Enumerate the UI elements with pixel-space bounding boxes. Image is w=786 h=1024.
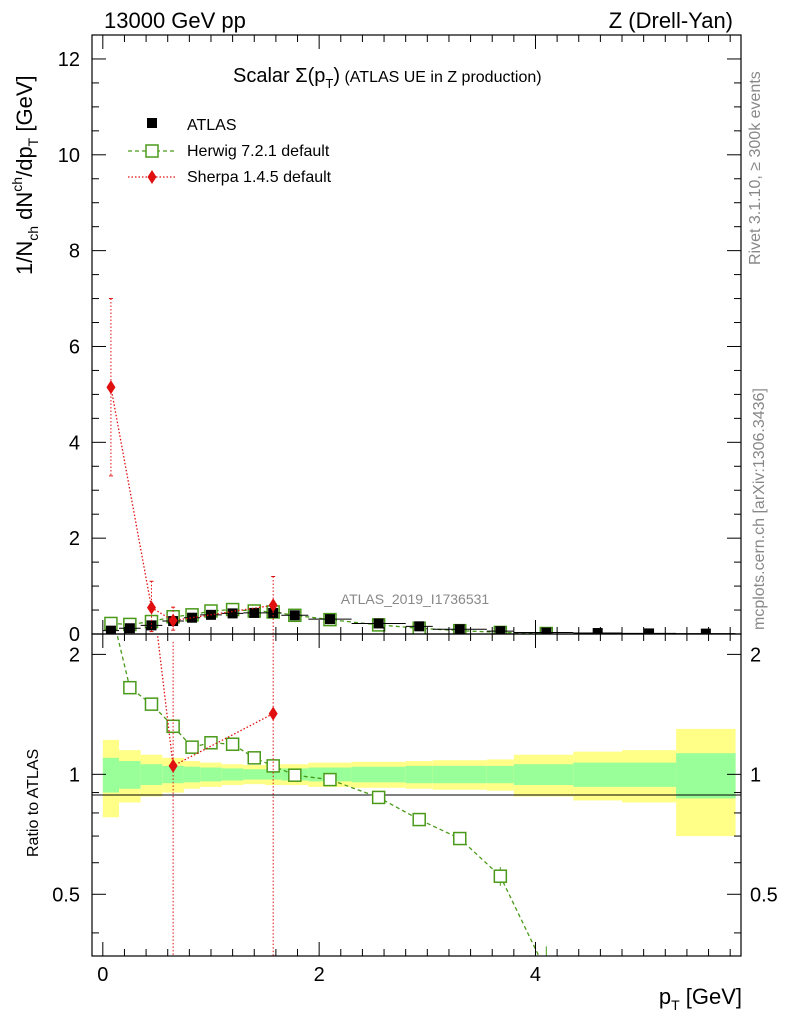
herwig-ratio-point-11: [371, 790, 386, 805]
main-ytick-label-10: 10: [58, 145, 80, 167]
herwig-ratio-point-0: [105, 603, 117, 615]
sherpa-ratio-point-0: [106, 191, 115, 205]
band-green-11: [351, 766, 406, 783]
herwig-ratio-point-5: [204, 736, 218, 750]
atlas-point-17: [644, 628, 655, 634]
legend-label-atlas: ATLAS: [187, 117, 237, 134]
x-axis-label: pT [GeV]: [659, 984, 742, 1013]
atlas-point-0: [105, 625, 116, 634]
atlas-point-14: [495, 626, 506, 634]
ratio-frame: [91, 633, 742, 957]
ratio-y-axis-label: Ratio to ATLAS: [25, 749, 42, 857]
xtick-label-4: 4: [530, 964, 541, 986]
ratio-ytick-label-left-1: 1: [69, 764, 80, 786]
header-left: 13000 GeV pp: [104, 8, 246, 33]
band-green-17: [622, 762, 677, 787]
legend-marker-atlas: [147, 118, 157, 128]
band-green-4: [183, 766, 201, 783]
herwig-ratio-point-10: [323, 772, 337, 787]
ratio-ytick-label-right-0.5: 0.5: [750, 884, 778, 906]
atlas-point-11: [373, 618, 384, 629]
herwig-ratio-point-2: [144, 697, 159, 711]
header-right: Z (Drell-Yan): [609, 8, 733, 33]
band-green-0: [102, 757, 120, 793]
band-green-5: [200, 767, 222, 782]
atlas-point-13: [454, 624, 465, 634]
herwig-ratio-point-4: [185, 740, 199, 754]
herwig-ratio-point-7: [247, 751, 261, 765]
main-plot: [102, 298, 736, 634]
ratio-bands: [102, 728, 736, 837]
main-ytick-label-0: 0: [69, 624, 80, 646]
ratio-ytick-label-right-2: 2: [750, 644, 761, 666]
sherpa-point-1: [146, 600, 156, 615]
herwig-ratio-point-14: [493, 869, 508, 883]
atlas-point-4: [187, 612, 198, 623]
analysis-watermark: ATLAS_2019_I1736531: [341, 591, 490, 607]
band-green-15: [513, 764, 574, 786]
sherpa-point-0: [106, 380, 116, 395]
main-ytick-label-4: 4: [69, 432, 80, 454]
atlas-point-10: [324, 614, 335, 625]
herwig-ratio-point-15: [540, 966, 552, 978]
band-green-7: [243, 769, 266, 780]
sherpa-point-3: [268, 598, 278, 613]
sherpa-point-2: [168, 613, 178, 628]
atlas-point-7: [249, 607, 260, 618]
ratio-plot: [105, 191, 552, 978]
band-green-3: [162, 765, 184, 784]
main-ytick-label-12: 12: [58, 49, 80, 71]
herwig-ratio-point-1: [123, 680, 137, 695]
legend-label-sherpa: Sherpa 1.4.5 default: [187, 169, 332, 186]
herwig-ratio-point-9: [288, 768, 302, 782]
band-green-16: [573, 762, 623, 787]
xtick-label-2: 2: [314, 964, 325, 986]
chart-title: Scalar Σ(pT) (ATLAS UE in Z production): [233, 65, 542, 91]
main-ytick-label-2: 2: [69, 528, 80, 550]
atlas-point-15: [541, 627, 552, 634]
band-green-2: [140, 764, 163, 786]
ratio-ytick-label-left-0.5: 0.5: [52, 884, 80, 906]
ratio-ytick-label-left-2: 2: [69, 644, 80, 666]
legend-marker-sherpa: [147, 170, 157, 184]
atlas-point-18: [700, 628, 711, 634]
legend-marker-herwig: [145, 144, 159, 158]
mcplots-label: mcplots.cern.ch [arXiv:1306.3436]: [751, 388, 768, 630]
band-green-8: [265, 769, 282, 780]
band-green-12: [405, 765, 433, 784]
herwig-ratio-point-12: [412, 812, 426, 827]
band-green-18: [676, 753, 736, 799]
sherpa-ratio-point-2: [168, 758, 178, 773]
main-y-axis-label: 1/Nch dNch/dpT [GeV]: [9, 75, 41, 275]
xtick-label-0: 0: [97, 964, 108, 986]
atlas-point-1: [124, 623, 135, 634]
atlas-point-9: [289, 610, 300, 621]
atlas-point-2: [146, 620, 157, 631]
band-green-14: [486, 765, 514, 784]
atlas-point-6: [227, 608, 238, 619]
sherpa-ratio-line: [156, 634, 274, 767]
legend-label-herwig: Herwig 7.2.1 default: [187, 143, 330, 160]
main-ytick-label-8: 8: [69, 241, 80, 263]
rivet-label: Rivet 3.1.10, ≥ 300k events: [747, 71, 764, 265]
sherpa-ratio-point-3: [268, 706, 278, 721]
atlas-point-16: [592, 628, 603, 634]
ratio-ytick-label-right-1: 1: [750, 764, 761, 786]
band-green-6: [221, 768, 244, 781]
herwig-ratio-point-13: [453, 831, 467, 846]
band-green-1: [119, 761, 141, 789]
band-green-13: [432, 765, 487, 784]
sherpa-line: [110, 387, 274, 622]
legend: ATLAS Herwig 7.2.1 default Sherpa 1.4.5 …: [128, 117, 332, 186]
herwig-ratio-point-6: [225, 737, 240, 751]
atlas-point-12: [414, 621, 425, 632]
main-ytick-label-6: 6: [69, 336, 80, 358]
